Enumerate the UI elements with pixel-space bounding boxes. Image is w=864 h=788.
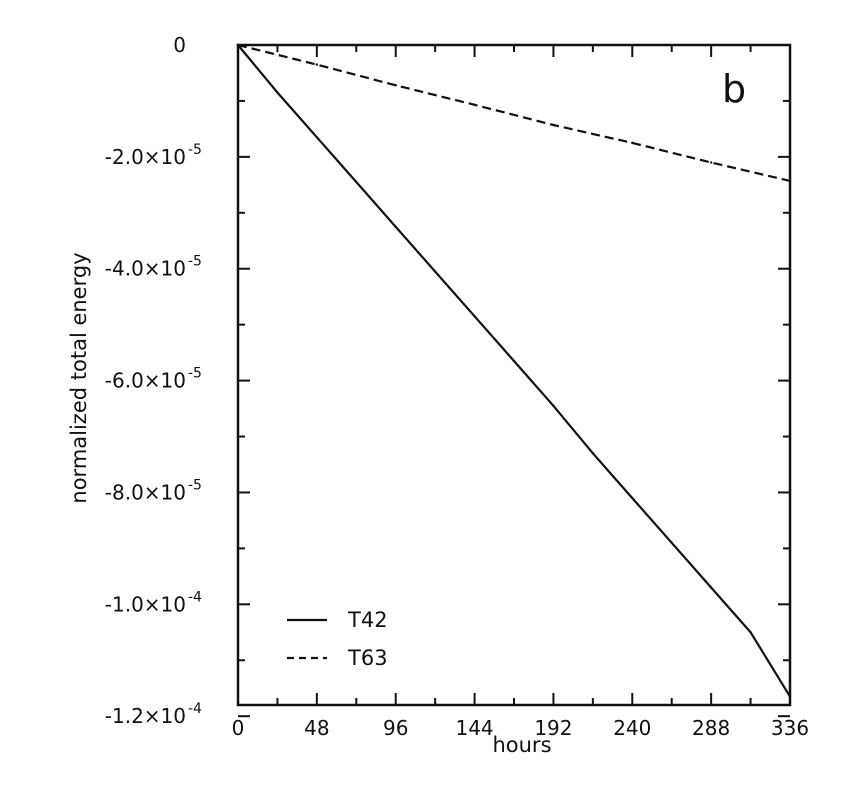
y-tick-label: 0 — [173, 33, 186, 57]
data-point-T42 — [631, 496, 634, 500]
data-point-T63 — [473, 103, 476, 107]
y-tick-label-exponent: -5 — [188, 366, 202, 382]
data-point-T42 — [394, 225, 397, 228]
series-line-T63 — [237, 43, 791, 182]
series-line-T42 — [237, 44, 791, 698]
y-tick-label-exponent: -4 — [188, 589, 202, 605]
y-tick-label-exponent: -4 — [188, 701, 202, 717]
data-point-T42 — [433, 270, 437, 273]
y-tick-label-exponent: -5 — [188, 142, 202, 158]
data-point-T63 — [394, 84, 397, 87]
data-point-T63 — [788, 179, 792, 183]
data-point-T63 — [552, 123, 555, 127]
data-point-T42 — [709, 586, 713, 589]
x-tick-label: 240 — [613, 716, 651, 740]
legend-label-T42: T42 — [347, 608, 388, 632]
x-tick-label: 192 — [534, 716, 572, 740]
y-tick-label: -2.0×10 — [105, 145, 186, 169]
data-point-T42 — [670, 541, 673, 544]
y-tick-label-exponent: -5 — [188, 477, 202, 493]
legend: T42 T63 — [287, 608, 388, 670]
data-point-T42 — [276, 91, 279, 94]
data-point-T63 — [315, 63, 319, 66]
data-point-T63 — [236, 43, 240, 47]
data-point-T42 — [512, 359, 516, 363]
y-tick-label: -1.2×10 — [105, 704, 186, 728]
panel-label: b — [722, 67, 746, 111]
x-tick-label: 48 — [304, 716, 329, 740]
data-point-T42 — [473, 315, 476, 318]
x-tick-label: 96 — [383, 716, 408, 740]
legend-label-T63: T63 — [347, 646, 388, 670]
x-tick-label: 144 — [455, 716, 493, 740]
y-tick-label: -1.0×10 — [105, 592, 186, 616]
y-tick-label: -4.0×10 — [105, 257, 186, 281]
y-tick-label-exponent: -5 — [188, 254, 202, 270]
y-tick-label: -8.0×10 — [105, 480, 186, 504]
plot-frame — [236, 43, 792, 707]
x-axis-label: hours — [492, 733, 551, 757]
data-point-T42 — [788, 695, 792, 698]
axes: 0-2.0×10 -5-4.0×10 -5-6.0×10 -5-8.0×10 -5-1.… — [105, 33, 809, 740]
data-point-T63 — [631, 141, 634, 145]
x-tick-label: 288 — [692, 716, 730, 740]
data-point-T42 — [315, 136, 319, 139]
data-point-T42 — [355, 180, 358, 184]
data-point-T42 — [749, 631, 752, 634]
y-axis-label: normalized total energy — [67, 252, 91, 503]
series-group — [236, 43, 792, 698]
data-point-T63 — [709, 161, 713, 164]
y-tick-label: -6.0×10 — [105, 369, 186, 393]
x-tick-label: 0 — [232, 716, 245, 740]
data-point-T42 — [591, 452, 595, 455]
x-tick-label: 336 — [771, 716, 809, 740]
data-point-T42 — [552, 404, 555, 407]
